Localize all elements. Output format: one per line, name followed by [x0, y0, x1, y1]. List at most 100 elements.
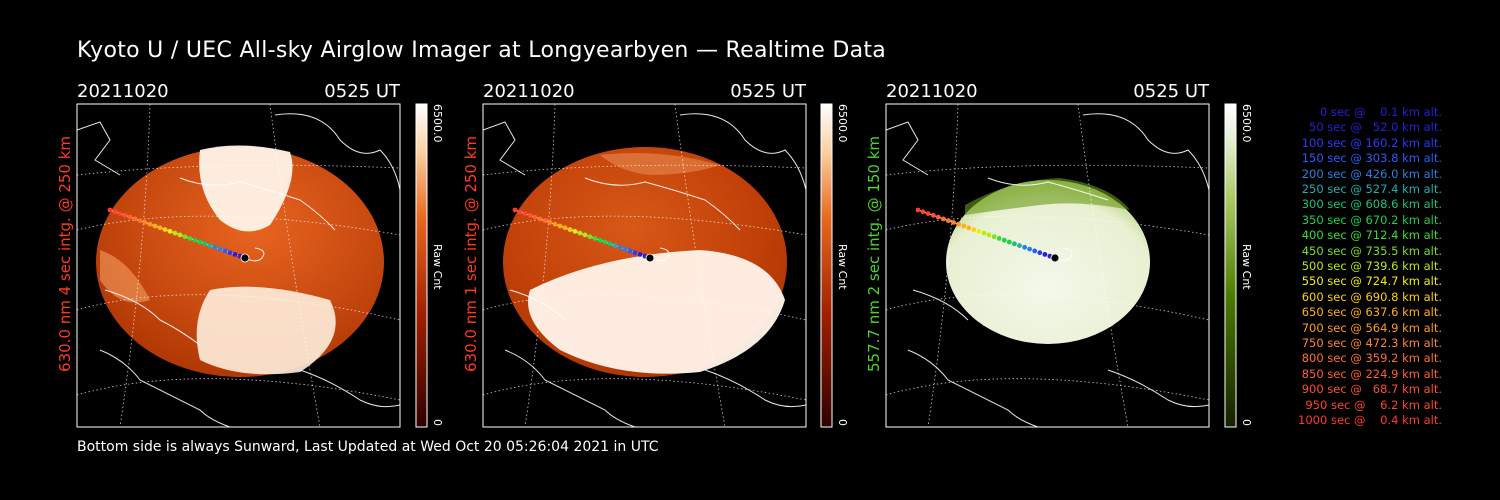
- legend-row: 900 sec @ 68.7 km alt.: [1301, 382, 1442, 397]
- track-dot: [1027, 246, 1032, 252]
- track-dot: [177, 232, 183, 238]
- panel-3-frame: [885, 103, 1210, 428]
- track-dot: [627, 248, 633, 254]
- track-dot: [582, 232, 588, 238]
- track-dot: [112, 209, 118, 215]
- track-dot: [542, 218, 548, 224]
- track-dot: [537, 216, 543, 222]
- legend-row: 550 sec @ 724.7 km alt.: [1301, 274, 1442, 289]
- track-dot: [577, 230, 583, 236]
- track-dot: [966, 225, 972, 231]
- track-dot: [517, 209, 523, 215]
- track-line: [514, 209, 651, 259]
- legend-row: 50 sec @ 52.0 km alt.: [1309, 120, 1442, 135]
- track-dot: [122, 212, 128, 218]
- track-dot: [592, 236, 598, 241]
- track-dot: [152, 223, 158, 229]
- track-dot: [192, 237, 198, 243]
- track-dot: [935, 214, 941, 220]
- panel-1-colorbar: [415, 103, 428, 428]
- legend-row: 250 sec @ 527.4 km alt.: [1301, 182, 1442, 196]
- track-dot: [597, 237, 603, 243]
- track-dot: [572, 228, 578, 234]
- track-dot: [961, 223, 967, 229]
- track-dot: [920, 209, 926, 215]
- panel-3-image: [886, 104, 1209, 427]
- track-dot: [182, 234, 188, 240]
- legend-row: 1000 sec @ 0.4 km alt.: [1298, 413, 1442, 427]
- track-dot: [227, 250, 233, 256]
- panel-3-date: 20211020: [886, 81, 978, 102]
- track-dot: [527, 212, 533, 218]
- panel-2-cbar-unit: Raw Cnt: [836, 244, 849, 290]
- track-dot: [557, 223, 563, 229]
- panel-2-image: [483, 104, 806, 427]
- legend-row: 850 sec @ 224.9 km alt.: [1301, 366, 1442, 381]
- track-dot: [1006, 239, 1012, 245]
- track-dot: [127, 214, 133, 220]
- legend-row: 450 sec @ 735.5 km alt.: [1301, 243, 1442, 258]
- legend-row: 750 sec @ 472.3 km alt.: [1301, 336, 1442, 350]
- track-line: [917, 209, 1056, 259]
- panel-1-side-label: 630.0 nm 4 sec intg. @ 250 km: [56, 135, 74, 372]
- track-dot: [552, 221, 558, 227]
- track-dot: [217, 246, 223, 252]
- legend-row: 800 sec @ 359.2 km alt.: [1301, 351, 1442, 366]
- panel-2-time: 0525 UT: [730, 81, 806, 102]
- panel-2-date: 20211020: [483, 81, 575, 102]
- track-dot: [1042, 252, 1048, 257]
- panel-3-cbar-max: 6500.0: [1240, 104, 1253, 143]
- track-dot: [137, 218, 143, 224]
- legend-row: 650 sec @ 637.6 km alt.: [1301, 305, 1442, 320]
- panel-1-cbar-unit: Raw Cnt: [431, 244, 444, 290]
- panel-2-side-label: 630.0 nm 1 sec intg. @ 250 km: [462, 135, 480, 372]
- footer-status: Bottom side is always Sunward, Last Upda…: [77, 439, 659, 455]
- station-marker: [1050, 253, 1060, 263]
- track-dot: [925, 211, 931, 217]
- panel-1-time: 0525 UT: [324, 81, 400, 102]
- track-dot: [212, 244, 218, 250]
- legend-row: 350 sec @ 670.2 km alt.: [1301, 212, 1442, 227]
- track-dot: [197, 239, 203, 245]
- track-dot: [1037, 250, 1043, 256]
- track-dot: [562, 225, 568, 231]
- track-dot: [1001, 237, 1007, 243]
- track-dot: [637, 252, 643, 257]
- page-title: Kyoto U / UEC All-sky Airglow Imager at …: [77, 38, 887, 63]
- panel-2-frame: [482, 103, 807, 428]
- track-dot: [157, 225, 163, 231]
- track-dot: [971, 227, 977, 233]
- track-dot: [632, 250, 638, 256]
- panel-3-time: 0525 UT: [1133, 81, 1209, 102]
- track-dot: [532, 214, 538, 220]
- track-dot: [612, 243, 618, 249]
- track-dot: [1017, 243, 1022, 249]
- track-dot: [951, 220, 956, 225]
- panel-1-image: [77, 104, 400, 427]
- track-dot: [602, 239, 608, 245]
- track-dot: [1012, 241, 1017, 247]
- track-dot: [522, 211, 528, 217]
- track-dot: [222, 248, 228, 254]
- track-dot: [617, 244, 623, 250]
- panel-2-track: [512, 207, 655, 263]
- track-dot: [172, 230, 178, 236]
- legend-row: 300 sec @ 608.6 km alt.: [1301, 197, 1442, 212]
- track-dot: [607, 241, 613, 247]
- track-dot: [132, 216, 138, 222]
- panel-3-colorbar: [1224, 103, 1237, 428]
- panel-3-track: [915, 207, 1060, 263]
- panel-1-frame: [76, 103, 401, 428]
- track-dot: [147, 221, 153, 227]
- track-dot: [941, 216, 946, 222]
- track-dot: [232, 252, 238, 257]
- legend-row: 700 sec @ 564.9 km alt.: [1301, 320, 1442, 335]
- track-dot: [202, 241, 208, 247]
- track-dot: [991, 234, 997, 240]
- track-dot: [622, 246, 628, 252]
- track-dot: [107, 207, 113, 213]
- track-dot: [167, 228, 173, 234]
- track-dot: [587, 234, 593, 240]
- track-line: [109, 209, 246, 259]
- track-dot: [930, 212, 936, 218]
